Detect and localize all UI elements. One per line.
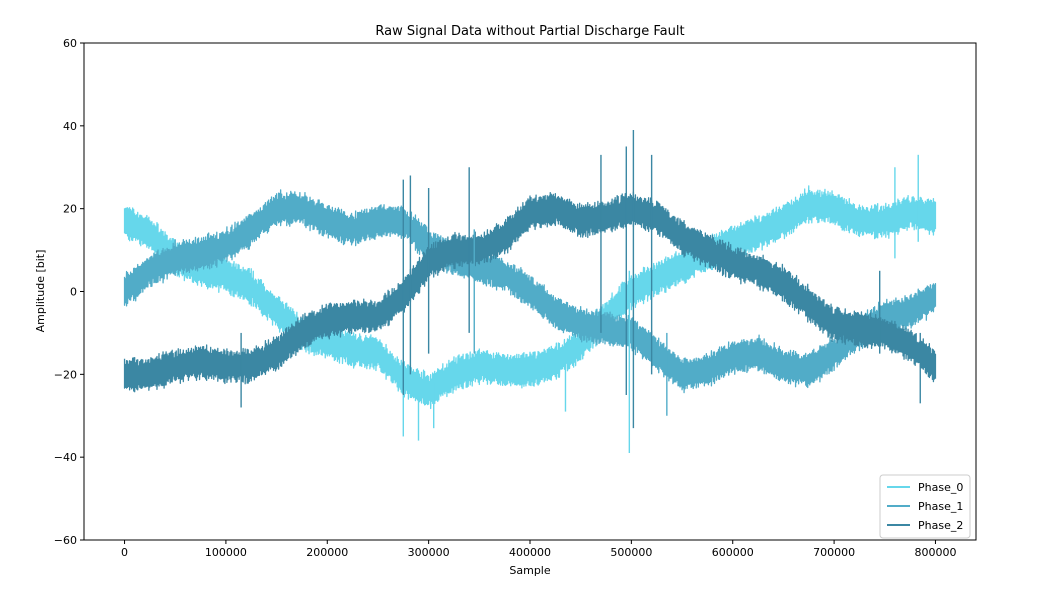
y-tick-label: 20 xyxy=(63,203,77,216)
series-line-phase-2 xyxy=(123,191,937,393)
y-tick-label: −40 xyxy=(54,451,77,464)
series-line-phase-1 xyxy=(123,189,937,394)
x-tick-label: 100000 xyxy=(205,546,247,559)
chart-title: Raw Signal Data without Partial Discharg… xyxy=(375,24,684,39)
x-tick-label: 0 xyxy=(121,546,128,559)
x-tick-label: 200000 xyxy=(306,546,348,559)
x-tick-label: 800000 xyxy=(914,546,956,559)
y-tick-label: 40 xyxy=(63,120,77,133)
legend-box xyxy=(879,474,971,539)
x-axis-label: Sample xyxy=(509,564,550,577)
x-tick-label: 500000 xyxy=(610,546,652,559)
y-tick-label: −20 xyxy=(54,368,77,381)
x-tick-label: 400000 xyxy=(509,546,551,559)
y-tick-label: 0 xyxy=(70,286,77,299)
x-tick-label: 700000 xyxy=(813,546,855,559)
x-axis: 0 100000 200000 300000 400000 500000 600000 700… xyxy=(121,540,956,559)
signal-traces xyxy=(123,129,937,454)
y-tick-label: −60 xyxy=(54,534,77,547)
x-tick-label: 300000 xyxy=(408,546,450,559)
y-axis: −60 −40 −20 0 20 40 60 xyxy=(54,37,84,547)
y-tick-label: 60 xyxy=(63,37,77,50)
y-axis-label: Amplitude [bit] xyxy=(34,250,47,333)
legend-label: Phase_0 xyxy=(918,481,963,494)
x-tick-label: 600000 xyxy=(712,546,754,559)
legend-label: Phase_1 xyxy=(918,500,963,513)
legend: Phase_0 Phase_1 Phase_2 xyxy=(879,474,971,539)
series-line-phase-0 xyxy=(123,185,937,410)
legend-label: Phase_2 xyxy=(918,519,963,532)
